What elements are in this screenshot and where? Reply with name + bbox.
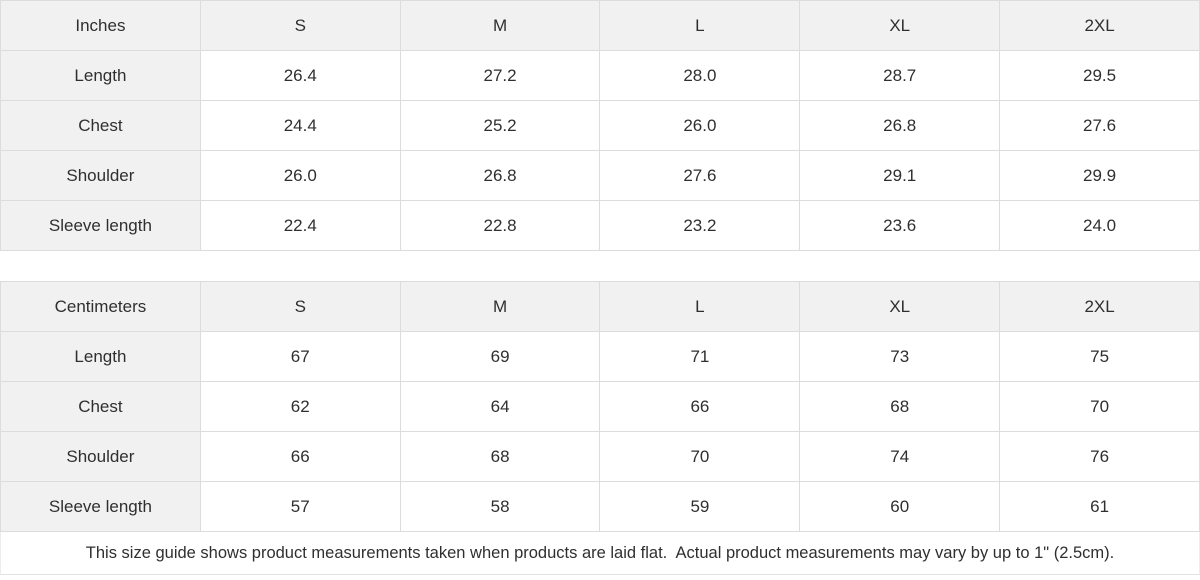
measurement-cell: 74 <box>799 431 1001 482</box>
measurement-cell: 26.0 <box>199 150 401 201</box>
measurement-cell: 27.6 <box>599 150 801 201</box>
table-row: Shoulder 26.0 26.8 27.6 29.1 29.9 <box>0 150 1200 201</box>
row-label: Chest <box>0 100 201 151</box>
size-column-header: S <box>199 0 401 51</box>
table-row: Sleeve length 57 58 59 60 61 <box>0 481 1200 532</box>
table-row: Length 67 69 71 73 75 <box>0 331 1200 382</box>
measurement-cell: 66 <box>199 431 401 482</box>
measurement-cell: 26.4 <box>199 50 401 101</box>
measurement-cell: 69 <box>399 331 601 382</box>
measurement-cell: 29.1 <box>799 150 1001 201</box>
measurement-cell: 67 <box>199 331 401 382</box>
measurement-cell: 76 <box>999 431 1200 482</box>
row-label: Shoulder <box>0 150 201 201</box>
measurement-cell: 59 <box>599 481 801 532</box>
measurement-cell: 26.0 <box>599 100 801 151</box>
row-label: Length <box>0 50 201 101</box>
table-row: Length 26.4 27.2 28.0 28.7 29.5 <box>0 50 1200 101</box>
measurement-cell: 71 <box>599 331 801 382</box>
table-row: Chest 62 64 66 68 70 <box>0 381 1200 432</box>
measurement-cell: 26.8 <box>399 150 601 201</box>
measurement-cell: 22.4 <box>199 200 401 251</box>
measurement-cell: 64 <box>399 381 601 432</box>
measurement-cell: 57 <box>199 481 401 532</box>
inches-header-row: Inches S M L XL 2XL <box>0 0 1200 51</box>
measurement-cell: 29.5 <box>999 50 1200 101</box>
measurement-cell: 61 <box>999 481 1200 532</box>
row-label: Chest <box>0 381 201 432</box>
measurement-cell: 70 <box>599 431 801 482</box>
measurement-cell: 23.2 <box>599 200 801 251</box>
table-row: Sleeve length 22.4 22.8 23.2 23.6 24.0 <box>0 200 1200 251</box>
size-column-header: L <box>599 281 801 332</box>
inches-table: Inches S M L XL 2XL Length 26.4 27.2 28.… <box>0 0 1200 251</box>
measurement-cell: 22.8 <box>399 200 601 251</box>
measurement-cell: 68 <box>399 431 601 482</box>
measurement-cell: 75 <box>999 331 1200 382</box>
centimeters-table: Centimeters S M L XL 2XL Length 67 69 71… <box>0 281 1200 532</box>
measurement-cell: 23.6 <box>799 200 1001 251</box>
measurement-cell: 28.0 <box>599 50 801 101</box>
measurement-cell: 66 <box>599 381 801 432</box>
measurement-cell: 68 <box>799 381 1001 432</box>
measurement-cell: 24.4 <box>199 100 401 151</box>
size-column-header: 2XL <box>999 0 1200 51</box>
unit-header-inches: Inches <box>0 0 201 51</box>
unit-header-centimeters: Centimeters <box>0 281 201 332</box>
size-column-header: M <box>399 281 601 332</box>
measurement-cell: 27.2 <box>399 50 601 101</box>
table-gap <box>0 251 1200 281</box>
measurement-cell: 27.6 <box>999 100 1200 151</box>
row-label: Sleeve length <box>0 481 201 532</box>
size-column-header: XL <box>799 0 1001 51</box>
size-guide-note: This size guide shows product measuremen… <box>0 532 1200 575</box>
measurement-cell: 73 <box>799 331 1001 382</box>
measurement-cell: 26.8 <box>799 100 1001 151</box>
size-column-header: L <box>599 0 801 51</box>
measurement-cell: 60 <box>799 481 1001 532</box>
table-row: Shoulder 66 68 70 74 76 <box>0 431 1200 482</box>
size-column-header: M <box>399 0 601 51</box>
row-label: Sleeve length <box>0 200 201 251</box>
size-column-header: S <box>199 281 401 332</box>
measurement-cell: 28.7 <box>799 50 1001 101</box>
measurement-cell: 58 <box>399 481 601 532</box>
table-row: Chest 24.4 25.2 26.0 26.8 27.6 <box>0 100 1200 151</box>
row-label: Shoulder <box>0 431 201 482</box>
measurement-cell: 24.0 <box>999 200 1200 251</box>
measurement-cell: 25.2 <box>399 100 601 151</box>
centimeters-header-row: Centimeters S M L XL 2XL <box>0 281 1200 332</box>
measurement-cell: 70 <box>999 381 1200 432</box>
size-column-header: XL <box>799 281 1001 332</box>
row-label: Length <box>0 331 201 382</box>
measurement-cell: 62 <box>199 381 401 432</box>
size-column-header: 2XL <box>999 281 1200 332</box>
measurement-cell: 29.9 <box>999 150 1200 201</box>
